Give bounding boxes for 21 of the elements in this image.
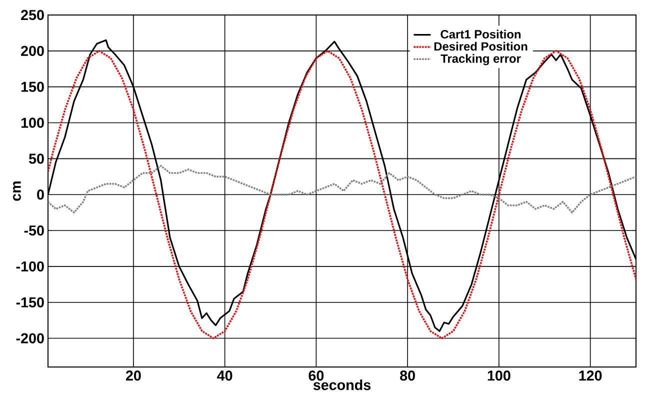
y-tick-label: 150 <box>21 82 44 92</box>
legend-label: Cart1 Position <box>440 30 521 39</box>
legend-label: Tracking error <box>440 54 521 66</box>
y-tick-label: -200 <box>16 333 44 344</box>
y-tick-label: 0 <box>37 190 44 200</box>
y-tick-label: 250 <box>21 10 44 20</box>
x-tick-label: 80 <box>400 370 415 381</box>
y-tick-label: 200 <box>21 46 44 56</box>
x-tick-label: 120 <box>579 370 602 381</box>
x-axis-title: seconds <box>313 380 371 390</box>
x-tick-label: 40 <box>217 370 232 381</box>
y-tick-label: -100 <box>16 261 44 272</box>
y-tick-label: 50 <box>28 154 44 164</box>
y-tick-label: -50 <box>24 225 44 236</box>
x-tick-label: 20 <box>126 370 141 381</box>
x-tick-label: 60 <box>308 370 324 381</box>
legend-label: Desired Position <box>434 42 528 51</box>
x-tick-label: 100 <box>488 370 510 381</box>
y-tick-label: 100 <box>21 118 44 128</box>
y-tick-label: -150 <box>16 297 44 308</box>
y-axis-title: cm <box>13 182 21 201</box>
